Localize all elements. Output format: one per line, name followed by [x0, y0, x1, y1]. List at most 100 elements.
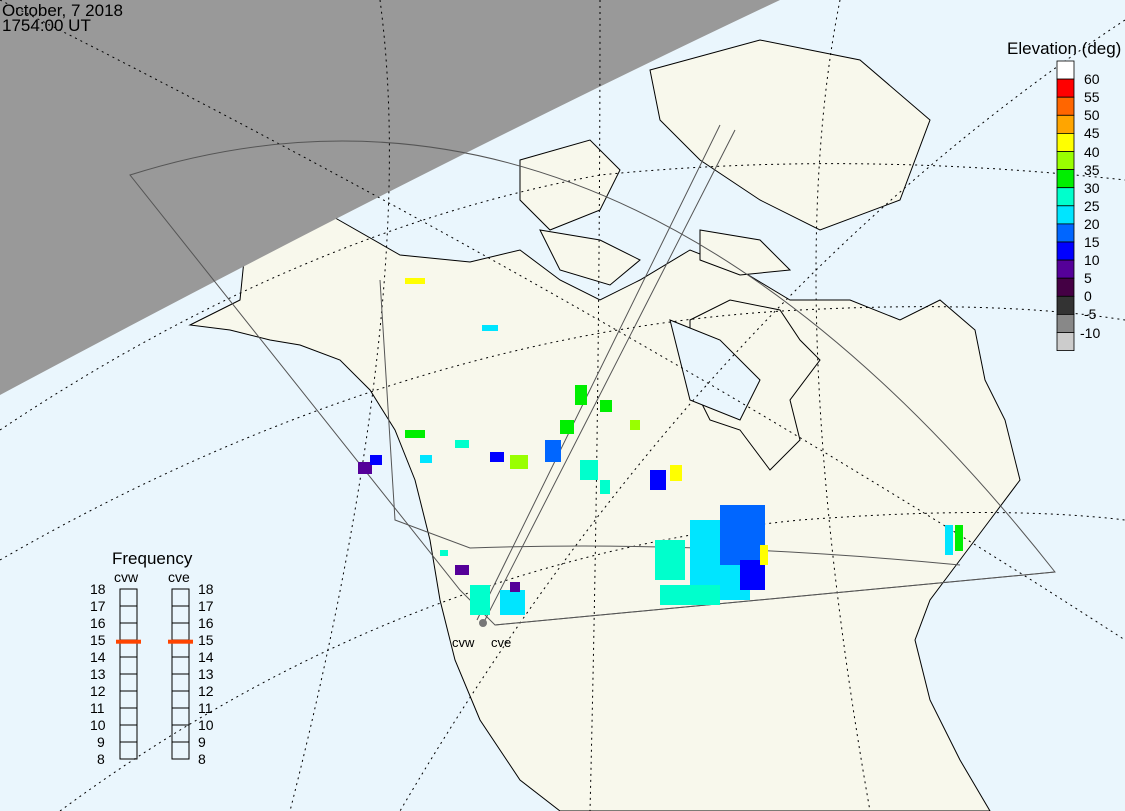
echo-cell	[500, 590, 525, 615]
colorbar-cell	[1056, 78, 1075, 98]
frequency-cell	[171, 588, 190, 607]
colorbar-cell	[1056, 205, 1075, 225]
echo-cell	[490, 452, 504, 462]
colorbar-cell	[1056, 169, 1075, 189]
frequency-cell	[171, 690, 190, 709]
landmass	[649, 39, 931, 231]
echo-cell	[575, 385, 587, 405]
frequency-cell	[119, 622, 138, 641]
cvw-tick-label: 15	[90, 632, 106, 648]
frequency-cell	[119, 588, 138, 607]
colorbar-cell	[1056, 259, 1075, 279]
cve-tick-label: 11	[198, 700, 213, 716]
colorbar-label: 5	[1084, 270, 1092, 287]
cvw-tick-label: 18	[90, 581, 106, 597]
grid-line	[0, 306, 1125, 561]
date-label: October, 7 2018	[2, 1, 123, 20]
grid-line	[589, 0, 601, 811]
cve-tick-label: 18	[198, 581, 214, 597]
colorbar-label: 30	[1084, 179, 1100, 196]
frequency-title: Frequency	[112, 549, 193, 568]
echo-cell	[482, 325, 498, 331]
colorbar-cell	[1056, 151, 1075, 171]
radar-field-of-view	[129, 124, 1056, 626]
echo-cell	[630, 420, 640, 430]
landmass	[699, 229, 792, 276]
echo-cell	[655, 540, 685, 580]
frequency-cell	[119, 724, 138, 743]
site-label-cve: cve	[491, 635, 512, 650]
frequency-cell	[119, 656, 138, 675]
colorbar-label: 50	[1084, 107, 1100, 124]
colorbar-cell	[1056, 60, 1075, 80]
grid-line	[0, 163, 1125, 431]
colorbar-label: -10	[1080, 324, 1101, 341]
time-label: 1754:00 UT	[2, 16, 91, 35]
landmass	[519, 139, 621, 231]
echo-cell	[455, 440, 469, 448]
night-region	[0, 0, 780, 395]
cve-tick-label: 9	[198, 734, 206, 750]
colorbar-cell	[1056, 223, 1075, 243]
cve-tick-label: 17	[198, 598, 214, 614]
echo-cell	[600, 400, 612, 412]
echo-cell	[545, 440, 561, 462]
cvw-tick-label: 17	[90, 598, 106, 614]
frequency-cell	[119, 605, 138, 624]
colorbar-label: 35	[1084, 161, 1100, 178]
colorbar-cell	[1056, 96, 1075, 116]
colorbar-label: 20	[1084, 215, 1100, 232]
echo-cell	[510, 455, 528, 469]
echo-cell	[600, 480, 610, 494]
echo-cell	[955, 525, 963, 551]
echo-cell	[945, 525, 953, 555]
cvw-tick-label: 13	[90, 666, 106, 682]
fov-outline	[129, 140, 1056, 626]
site-label-cvw: cvw	[452, 635, 475, 650]
cve-tick-label: 13	[198, 666, 214, 682]
cve-tick-label: 8	[198, 751, 206, 767]
colorbar-cell	[1056, 332, 1075, 352]
colorbar-cell	[1056, 313, 1075, 333]
frequency-cell	[171, 741, 190, 760]
echo-cell	[470, 585, 490, 615]
cvw-tick-label: 11	[90, 700, 105, 716]
cve-tick-label: 15	[198, 632, 214, 648]
borders	[379, 279, 1056, 626]
colorbar-label: 0	[1084, 288, 1092, 305]
echo-cell	[455, 565, 469, 575]
frequency-cell	[171, 707, 190, 726]
landmass	[539, 229, 641, 286]
frequency-marker	[116, 639, 141, 644]
cvw-tick-label: 10	[90, 717, 106, 733]
colorbar-cell	[1056, 241, 1075, 261]
cvw-tick-label: 12	[90, 683, 106, 699]
cve-tick-label: 14	[198, 649, 214, 665]
echo-cell	[358, 462, 372, 474]
echo-cell	[650, 470, 666, 490]
echo-cell	[440, 550, 448, 556]
hudson-bay	[669, 319, 761, 421]
frequency-cell	[171, 622, 190, 641]
colorbar-cell	[1056, 295, 1075, 315]
colorbar-label: 25	[1084, 197, 1100, 214]
echo-cell	[405, 278, 425, 284]
land-masses	[188, 39, 1021, 811]
echo-cell	[510, 582, 520, 592]
echo-cell	[580, 460, 598, 480]
grid-line	[399, 19, 1125, 811]
frequency-cell	[119, 707, 138, 726]
colorbar-cell	[1056, 132, 1075, 152]
grid-line	[289, 0, 390, 811]
cve-tick-label: 12	[198, 683, 214, 699]
colorbar-label: 15	[1084, 234, 1100, 250]
echo-cell	[720, 505, 765, 565]
beam-lines	[476, 124, 736, 621]
grid-line	[815, 0, 871, 811]
elevation-legend-title: Elevation (deg)	[1007, 39, 1122, 58]
colorbar-label: 55	[1084, 89, 1100, 106]
colorbar-label: -5	[1084, 306, 1097, 323]
radar-echoes	[358, 278, 963, 615]
echo-cell	[560, 420, 574, 434]
